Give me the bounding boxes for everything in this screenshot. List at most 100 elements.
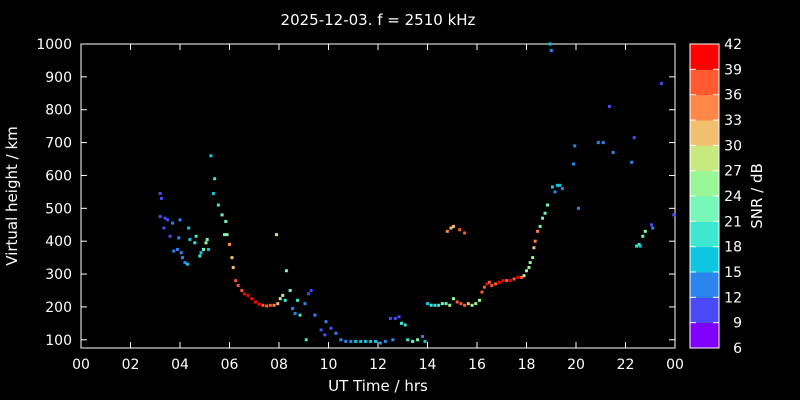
- data-point: [455, 300, 459, 304]
- data-point: [319, 328, 323, 332]
- x-tick-label: 18: [518, 357, 536, 373]
- data-point: [516, 275, 520, 279]
- x-tick-label: 04: [171, 357, 189, 373]
- data-point: [550, 185, 554, 189]
- data-point: [359, 339, 363, 343]
- data-point: [393, 316, 397, 320]
- data-point: [641, 234, 645, 238]
- data-point: [224, 219, 228, 223]
- colorbar-tick-label: 24: [724, 189, 742, 205]
- data-point: [470, 303, 474, 307]
- colorbar-cell: [690, 246, 719, 273]
- data-point: [477, 298, 481, 302]
- data-point: [611, 150, 615, 154]
- data-point: [482, 285, 486, 289]
- data-point: [520, 275, 524, 279]
- x-tick-label: 06: [221, 357, 239, 373]
- x-tick-label: 08: [270, 357, 288, 373]
- data-point: [209, 154, 213, 158]
- data-point: [528, 261, 532, 265]
- data-point: [555, 183, 559, 187]
- data-point: [527, 265, 531, 269]
- data-point: [202, 247, 206, 251]
- data-point: [522, 274, 526, 278]
- data-point: [480, 290, 484, 294]
- data-point: [553, 190, 557, 194]
- data-point: [234, 279, 238, 283]
- data-point: [275, 233, 279, 237]
- data-point: [199, 251, 203, 255]
- colorbar-cell: [690, 120, 719, 146]
- colorbar-cell: [690, 145, 719, 172]
- data-point: [158, 215, 162, 219]
- data-point: [231, 265, 235, 269]
- colorbar-cell: [690, 69, 719, 96]
- data-point: [198, 254, 202, 258]
- x-tick-label: 22: [617, 357, 635, 373]
- data-point: [240, 288, 244, 292]
- data-point: [451, 224, 455, 228]
- data-point: [463, 231, 467, 235]
- data-point: [339, 338, 343, 342]
- data-point: [261, 303, 265, 307]
- data-point: [490, 284, 494, 288]
- data-point: [533, 239, 537, 243]
- data-point: [607, 104, 611, 108]
- data-point: [451, 297, 455, 301]
- x-tick-label: 10: [320, 357, 338, 373]
- data-point: [543, 211, 547, 215]
- data-point: [536, 229, 540, 233]
- data-point: [643, 229, 647, 233]
- y-tick-label: 300: [45, 267, 72, 283]
- data-point: [205, 238, 209, 242]
- data-point: [659, 81, 663, 85]
- x-tick-label: 16: [468, 357, 486, 373]
- data-point: [508, 279, 512, 283]
- data-point: [440, 302, 444, 306]
- data-point: [397, 315, 401, 319]
- data-point: [532, 246, 536, 250]
- data-point: [448, 303, 452, 307]
- y-axis-ticks: 100 200 300 400 500 600 700 800 900 1000: [36, 37, 675, 349]
- data-point: [512, 277, 516, 281]
- data-point: [459, 302, 463, 306]
- data-point: [485, 282, 489, 286]
- data-point: [180, 256, 184, 260]
- data-point: [284, 269, 288, 273]
- colorbar-tick-label: 6: [733, 341, 742, 357]
- data-point: [374, 339, 378, 343]
- data-point: [364, 339, 368, 343]
- data-point: [272, 303, 276, 307]
- data-point: [505, 279, 509, 283]
- data-point: [466, 302, 470, 306]
- plot-frame: [80, 43, 676, 349]
- data-point: [458, 228, 462, 232]
- data-point: [329, 326, 333, 330]
- colorbar-tick-label: 39: [724, 62, 742, 78]
- x-axis-label: UT Time / hrs: [328, 377, 428, 395]
- data-point: [265, 304, 269, 308]
- data-point: [283, 298, 287, 302]
- y-tick-label: 600: [45, 168, 72, 184]
- x-axis-ticks: 00 02 04 06 08 10 12 14 16 18 20 22 00: [72, 44, 684, 373]
- x-tick-label: 00: [666, 357, 684, 373]
- x-tick-label: 14: [419, 357, 437, 373]
- y-tick-label: 700: [45, 136, 72, 152]
- data-point: [230, 256, 234, 260]
- colorbar-tick-label: 42: [724, 37, 742, 53]
- data-point: [444, 302, 448, 306]
- x-tick-label: 00: [72, 357, 90, 373]
- data-point: [344, 339, 348, 343]
- data-point: [194, 234, 198, 238]
- chart-title: 2025-12-03. f = 2510 kHz: [281, 11, 476, 29]
- data-point: [573, 144, 577, 148]
- colorbar-tick-label: 21: [724, 214, 742, 230]
- data-point: [171, 221, 175, 225]
- colorbar-tick-label: 30: [724, 138, 742, 154]
- data-point: [193, 241, 197, 245]
- colorbar-tick-label: 27: [724, 164, 742, 180]
- data-point: [638, 244, 642, 248]
- colorbar-tick-label: 36: [724, 88, 742, 104]
- colorbar-cell: [690, 94, 719, 121]
